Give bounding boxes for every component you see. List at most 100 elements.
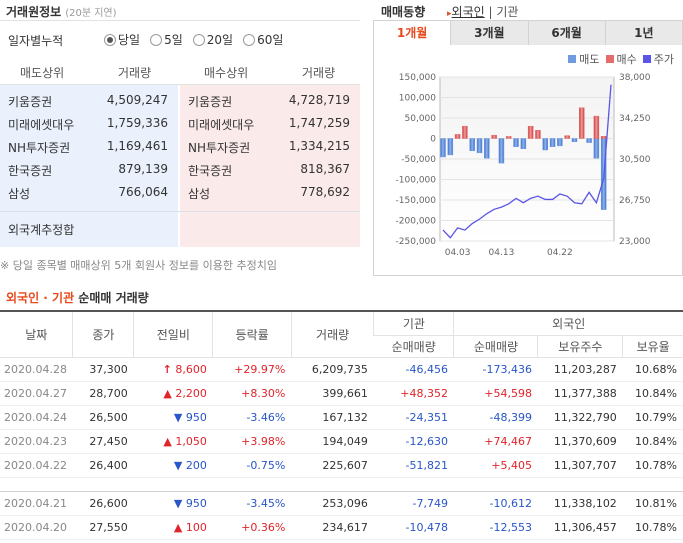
radio-dot-icon[interactable] [104,33,116,46]
tab-arrow-icon: ▸ [447,9,452,19]
chart-legend: 매도 매수 주가 [568,51,674,67]
legend-swatch [568,55,577,63]
y-left-tick-label: -100,000 [396,176,437,186]
period-tab-1[interactable]: 3개월 [450,21,528,45]
bar-buy [505,136,512,139]
legend-swatch [642,55,651,63]
price-line [442,84,612,239]
x-tick-label: 04.03 [445,248,471,258]
cell-rate: +29.97% [212,357,292,382]
sell-broker-name[interactable]: 삼성 [8,187,31,201]
period-label: 일자별누적 [8,34,64,48]
buy-broker-name[interactable]: 삼성 [188,187,211,201]
cell-date: 2020.04.24 [0,405,73,430]
buy-volume: 4,728,719 [288,93,350,107]
sell-broker-name[interactable]: 키움증권 [8,95,53,109]
bar-sell [476,138,483,154]
broker-row: 키움증권 4,509,247 키움증권 4,728,719 [0,89,360,112]
period-radio-2[interactable]: 20일 [192,31,234,48]
trading-trend-title: 매매동향 [381,5,426,19]
cell-change-value: 950 [185,496,207,510]
period-radio-label: 20일 [206,33,234,47]
cell-volume: 194,049 [291,429,374,454]
period-tab-2[interactable]: 6개월 [527,21,605,45]
delay-note: (20분 지연) [65,8,117,19]
net-trade-title-highlight: 외국인 · 기관 [6,291,75,305]
broker-info-title-text: 거래원정보 [6,5,62,19]
buy-broker-name[interactable]: 키움증권 [188,95,233,109]
cell-volume: 253,096 [291,491,374,516]
bar-sell [542,138,549,151]
bar-buy [454,134,461,139]
sell-broker-name[interactable]: NH투자증권 [8,141,71,155]
sell-column-bg [0,57,178,247]
trading-trend-panel: 매매동향 ▸외국인 | 기관 1개월 3개월 6개월 1년 매도 매수 주가 150,00… [373,0,683,276]
tab-institution[interactable]: 기관 [496,5,519,19]
cell-date: 2020.04.27 [0,381,73,406]
cell-foreign-hold: 11,370,609 [537,429,623,454]
buy-broker-name[interactable]: 한국증권 [188,164,233,178]
broker-row: 미래에셋대우 1,759,336 미래에셋대우 1,747,259 [0,112,360,135]
col-foreign-ratio: 보유율 [622,335,683,358]
broker-row: 삼성 766,064 삼성 778,692 [0,181,360,204]
cell-date: 2020.04.28 [0,357,73,382]
radio-dot-icon[interactable] [243,33,256,46]
cell-change-value: 950 [185,410,207,424]
sell-broker-name[interactable]: 미래에셋대우 [8,118,75,132]
legend-label: 매도 [579,53,600,66]
cell-change: ↑ 8,600 [133,357,213,382]
period-radio-3[interactable]: 60일 [243,31,283,48]
period-tab-3[interactable]: 1년 [604,21,682,45]
buy-broker-name[interactable]: NH투자증권 [188,141,251,155]
cell-foreign-hold: 11,377,388 [537,381,623,406]
broker-table-header: 매도상위 거래량 매수상위 거래량 [0,57,360,85]
up-triangle-icon: ▲ [173,520,183,534]
broker-table: 매도상위 거래량 매수상위 거래량 키움증권 4,509,247 키움증권 4,728… [0,57,360,247]
y-left-tick-label: -200,000 [396,217,437,227]
sell-volume: 1,759,336 [106,116,168,130]
bar-sell [571,138,578,143]
bar-sell [498,138,505,164]
x-tick-label: 04.13 [489,248,515,258]
radio-dot-icon[interactable] [192,33,205,46]
period-tab-0[interactable]: 1개월 [374,21,451,45]
sell-volume: 766,064 [118,185,168,199]
col-date: 날짜 [0,311,73,358]
table-row: 2020.04.27 28,700 ▲ 2,200 +8.30% 399,661 +48,… [0,381,683,406]
cell-rate: +3.98% [212,429,292,454]
broker-row: NH투자증권 1,169,461 NH투자증권 1,334,215 [0,135,360,158]
tab-foreign[interactable]: 외국인 [451,5,485,19]
bar-buy [527,125,534,139]
buy-volume: 778,692 [300,185,350,199]
period-radio-1[interactable]: 5일 [150,31,183,48]
bar-buy [535,130,541,139]
cell-foreign-hold: 11,338,102 [537,491,623,516]
col-group-foreign: 외국인 [453,311,683,336]
net-trade-title: 외국인 · 기관 순매매 거래량 [6,289,149,306]
bar-buy [579,107,585,139]
y-left-tick-label: -50,000 [401,155,436,165]
table-row: 2020.04.20 27,550 ▲ 100 +0.36% 234,617 -10,47… [0,515,683,540]
cell-inst-net: +48,352 [373,381,454,406]
header-sell-volume: 거래량 [118,66,152,80]
col-close: 종가 [72,311,134,358]
buy-broker-name[interactable]: 미래에셋대우 [188,118,255,132]
cell-volume: 225,607 [291,453,374,478]
header-buy-volume: 거래량 [302,66,336,80]
col-group-institution: 기관 [373,311,454,336]
sell-broker-name[interactable]: 한국증권 [8,164,53,178]
bar-buy [600,136,607,139]
period-radio-0[interactable]: 당일 [104,31,140,48]
cell-foreign-net: +54,598 [453,381,538,406]
cell-close: 27,450 [72,429,134,454]
legend-item: 매도 [568,51,600,67]
y-left-tick-label: 50,000 [405,114,437,124]
y-left-tick-label: 100,000 [399,94,436,104]
up-triangle-icon: ▲ [163,434,172,448]
down-triangle-icon: ▼ [173,496,183,510]
y-left-tick-label: -150,000 [396,196,437,206]
cell-foreign-ratio: 10.79% [622,405,683,430]
period-selector: 일자별누적 당일 5일 20일 60일 [0,27,360,49]
radio-dot-icon[interactable] [150,33,163,46]
col-foreign-net: 순매매량 [453,335,538,358]
